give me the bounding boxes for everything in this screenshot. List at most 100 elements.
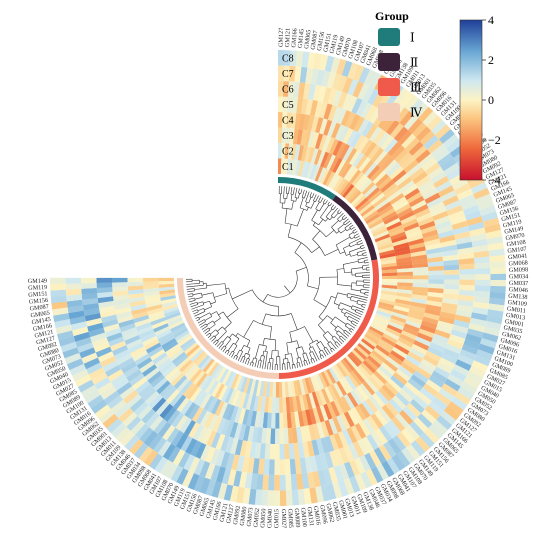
heatmap-cell: [152, 352, 168, 365]
tree-branch: [189, 301, 198, 305]
heatmap-cell: [174, 354, 189, 368]
heatmap-cell: [218, 368, 230, 384]
heatmap-cell: [459, 284, 475, 291]
tree-branch: [294, 242, 302, 253]
heatmap-cell: [406, 402, 422, 418]
heatmap-cell: [278, 96, 284, 113]
tree-branch: [345, 312, 361, 320]
heatmap-cell: [230, 454, 240, 471]
tree-branch: [259, 360, 262, 369]
tree-branch: [318, 316, 324, 321]
heatmap-cell: [159, 292, 176, 298]
tree-branch: [312, 222, 316, 226]
heatmap-cell: [171, 325, 187, 336]
tree-branch: [296, 358, 299, 363]
heatmap-cell: [367, 376, 382, 391]
heatmap-cell: [438, 316, 455, 325]
heatmap-cell: [384, 186, 400, 199]
heatmap-cell: [360, 338, 376, 351]
heatmap-cell: [466, 370, 484, 384]
heatmap-cell: [279, 443, 285, 460]
heatmap-cell: [344, 186, 357, 200]
heatmap-cell: [263, 458, 270, 475]
tree-branch: [224, 322, 232, 330]
heatmap-cell: [383, 441, 397, 458]
heatmap-cell: [298, 113, 306, 130]
heatmap-cell: [403, 114, 419, 131]
heatmap-cell: [418, 106, 434, 123]
heatmap-cell: [322, 468, 333, 485]
heatmap-cell: [295, 160, 302, 176]
heatmap-cell: [221, 386, 231, 402]
heatmap-cell: [382, 182, 398, 196]
heatmap-cell: [361, 159, 375, 175]
heatmap-cell: [392, 371, 408, 386]
heatmap-cell: [169, 349, 184, 362]
tree-branch: [187, 293, 193, 295]
heatmap-cell: [399, 180, 416, 194]
tree-branch: [334, 343, 339, 348]
heatmap-cell: [412, 266, 429, 272]
heatmap-cell: [338, 360, 351, 376]
heatmap-cell: [50, 277, 66, 285]
heatmap-cell: [224, 387, 234, 404]
heatmap-cell: [352, 195, 367, 209]
legend-label: Ⅲ: [410, 81, 422, 95]
tree-branch: [335, 236, 351, 246]
heatmap-cell: [128, 292, 145, 299]
heatmap-cell: [422, 110, 438, 127]
heatmap-cell: [461, 199, 478, 211]
heatmap-cell: [123, 365, 140, 378]
tree-branch: [320, 205, 330, 218]
heatmap-cell: [67, 305, 84, 314]
tree-branch: [311, 246, 320, 253]
tree-branch: [296, 208, 304, 227]
heatmap-cell: [179, 380, 193, 395]
heatmap-cell: [360, 139, 374, 155]
heatmap-cell: [440, 306, 457, 315]
heatmap-cell: [422, 354, 439, 367]
heatmap-cell: [333, 465, 344, 482]
heatmap-cell: [126, 415, 142, 432]
heatmap-cell: [445, 343, 462, 355]
heatmap-cell: [356, 176, 370, 191]
tree-branch: [267, 362, 269, 370]
heatmap-cell: [227, 388, 237, 405]
heatmap-cell: [376, 132, 391, 148]
heatmap-cell: [405, 443, 421, 461]
heatmap-cell: [170, 372, 185, 387]
heatmap-cell: [147, 345, 164, 358]
heatmap-cell: [416, 391, 432, 406]
tree-branch: [308, 197, 312, 204]
heatmap-cell: [187, 473, 200, 490]
heatmap-cell: [254, 442, 262, 459]
heatmap-cell: [349, 169, 362, 185]
group-segment: [332, 195, 378, 261]
heatmap-cell: [90, 332, 107, 343]
heatmap-cell: [358, 402, 371, 419]
heatmap-cell: [115, 426, 131, 443]
heatmap-cell: [423, 234, 440, 243]
heatmap-cell: [470, 312, 488, 322]
tree-branch: [304, 326, 314, 343]
heatmap-cell: [153, 418, 168, 435]
heatmap-cell: [354, 423, 367, 440]
heatmap-cell: [395, 368, 411, 382]
heatmap-cell: [257, 458, 265, 475]
heatmap-cell: [400, 330, 417, 341]
heatmap-cell: [351, 97, 363, 115]
heatmap-cell: [246, 378, 254, 395]
tree-branch: [350, 328, 354, 331]
heatmap-cell: [388, 321, 404, 331]
heatmap-cell: [298, 82, 306, 99]
heatmap-cell: [254, 489, 263, 506]
heatmap-cell: [139, 360, 155, 374]
heatmap-cell: [308, 424, 317, 441]
tree-branch: [213, 339, 217, 344]
heatmap-cell: [317, 389, 327, 406]
heatmap-cell: [383, 422, 397, 439]
heatmap-cell: [456, 188, 474, 201]
tree-branch: [330, 204, 335, 209]
heatmap-cell: [77, 342, 94, 353]
sample-label: GM131: [305, 506, 315, 526]
